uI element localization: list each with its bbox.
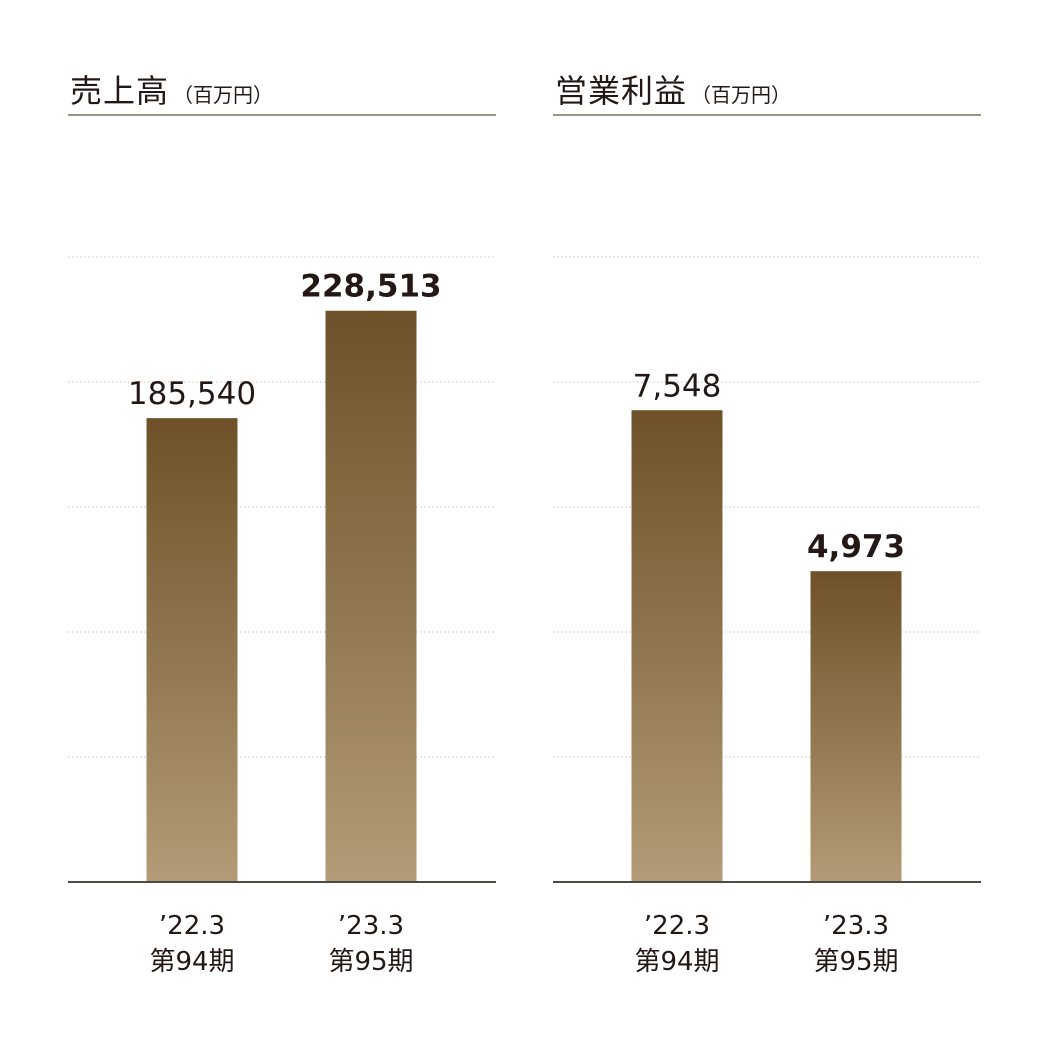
sales-bar-chart: 185,540 ’22.3 第94期 228,513 ’23.3 第95期	[68, 256, 496, 977]
sales-title-rule	[68, 114, 496, 116]
operating-income-chart-title: 営業利益 （百万円）	[555, 66, 791, 112]
sales-chart-panel: 売上高 （百万円） 185,540 ’22.3 第94期 228,513 ’23.3 第95…	[68, 0, 496, 1050]
operating-income-title-rule	[553, 114, 981, 116]
operating-income-x-tick-2-line-1: ’23.3	[823, 911, 889, 941]
sales-title-unit: （百万円）	[173, 83, 274, 107]
operating-income-value-label-2: 4,973	[807, 529, 905, 565]
sales-x-tick-2-line-2: 第95期	[328, 947, 413, 977]
sales-value-label-1: 185,540	[128, 376, 256, 412]
sales-chart-title: 売上高 （百万円）	[70, 66, 273, 112]
operating-income-bar-2	[810, 571, 902, 882]
sales-value-label-2: 228,513	[300, 269, 441, 305]
sales-x-tick-1-line-1: ’22.3	[159, 911, 225, 941]
operating-income-x-tick-1-line-2: 第94期	[634, 947, 719, 977]
operating-income-x-tick-2-line-2: 第95期	[813, 947, 898, 977]
operating-income-title-unit: （百万円）	[691, 83, 792, 107]
operating-income-title-text: 営業利益	[555, 72, 688, 110]
operating-income-chart-panel: 営業利益 （百万円） 7,548 ’22.3 第94期 4,973 ’23.3 第95期	[553, 0, 981, 1050]
operating-income-bar-chart: 7,548 ’22.3 第94期 4,973 ’23.3 第95期	[553, 256, 981, 977]
operating-income-bar-1	[631, 410, 723, 882]
operating-income-x-tick-1-line-1: ’22.3	[644, 911, 710, 941]
sales-bar-2	[325, 310, 417, 882]
sales-title-text: 売上高	[70, 72, 170, 110]
sales-x-tick-2-line-1: ’23.3	[338, 911, 404, 941]
sales-x-tick-1-line-2: 第94期	[149, 947, 234, 977]
sales-bar-1	[146, 418, 238, 882]
operating-income-value-label-1: 7,548	[633, 368, 722, 404]
